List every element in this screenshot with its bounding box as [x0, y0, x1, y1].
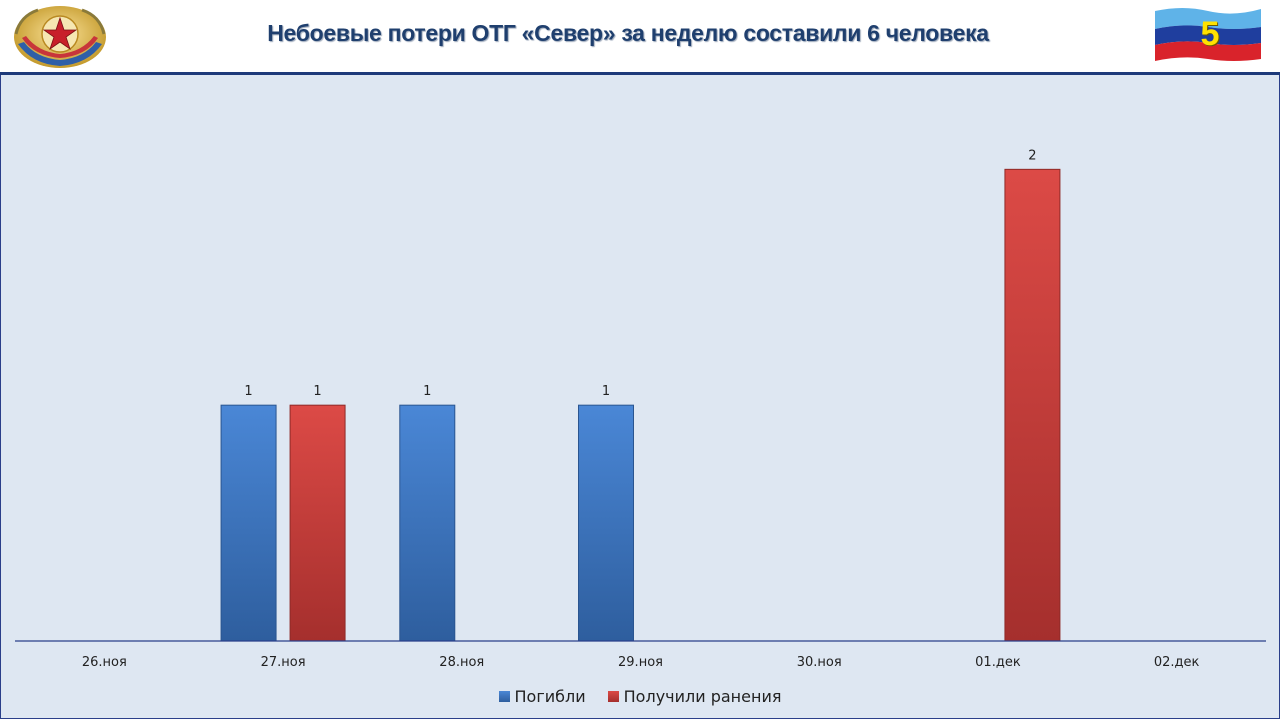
legend: Погибли Получили ранения — [0, 684, 1280, 708]
data-label: 1 — [423, 384, 431, 399]
lpr-flag-icon — [1155, 8, 1261, 61]
x-tick-label: 30.ноя — [797, 655, 842, 670]
legend-item-wounded: Получили ранения — [607, 686, 782, 706]
header: Небоевые потери ОТГ «Север» за неделю со… — [0, 0, 1280, 75]
legend-item-deaths: Погибли — [498, 686, 586, 706]
x-tick-label: 26.ноя — [82, 655, 127, 670]
bar-chart: 1 1 1 1 2 26.ноя 27.ноя 28.ноя 29.ноя 30.ноя 01.д… — [15, 148, 1266, 670]
lpr-coat-of-arms-icon — [14, 6, 106, 68]
page-title: Небоевые потери ОТГ «Север» за неделю со… — [267, 20, 989, 46]
bars-group — [220, 168, 1061, 642]
x-tick-label: 27.ноя — [261, 655, 306, 670]
bar-deaths — [578, 404, 634, 642]
x-tick-labels-group: 26.ноя 27.ноя 28.ноя 29.ноя 30.ноя 01.дек 02.д… — [82, 655, 1200, 670]
bar-wounded — [289, 404, 346, 642]
data-label: 1 — [602, 384, 610, 399]
bar-deaths — [399, 404, 456, 642]
chart-area: 1 1 1 1 2 26.ноя 27.ноя 28.ноя 29.ноя 30.ноя 01.д… — [0, 75, 1280, 719]
legend-swatch-red — [607, 690, 619, 702]
data-label: 1 — [244, 384, 252, 399]
data-label: 2 — [1028, 148, 1036, 163]
data-label: 1 — [313, 384, 321, 399]
header-divider — [0, 72, 1280, 75]
legend-label-deaths: Погибли — [514, 686, 586, 706]
bar-deaths — [220, 404, 277, 642]
x-tick-label: 28.ноя — [439, 655, 484, 670]
bar-wounded — [1004, 168, 1061, 642]
page-number: 5 — [1200, 15, 1220, 53]
x-tick-label: 29.ноя — [618, 655, 663, 670]
legend-label-wounded: Получили ранения — [623, 686, 782, 706]
legend-swatch-blue — [498, 690, 510, 702]
data-labels-group: 1 1 1 1 2 — [244, 148, 1036, 399]
x-tick-label: 02.дек — [1154, 655, 1200, 670]
x-tick-label: 01.дек — [975, 655, 1021, 670]
